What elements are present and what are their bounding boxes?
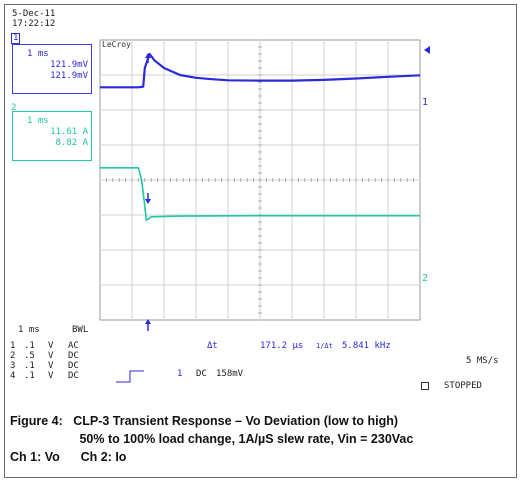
- trace2-label: 2: [422, 273, 428, 284]
- trace-channel2: [100, 167, 420, 222]
- channel2-timebase: 1 ms: [27, 116, 49, 126]
- trigger-channel: 1: [177, 369, 183, 379]
- channel1-readout: 1 ms 121.9mV 121.9mV: [12, 44, 92, 94]
- channel1-marker[interactable]: 1: [11, 33, 21, 44]
- cursor1-icon[interactable]: [145, 53, 151, 63]
- caption-line2: 50% to 100% load change, 1A/µS slew rate…: [10, 432, 414, 446]
- timebase-value: 1 ms: [18, 325, 40, 335]
- acquisition-status: STOPPED: [444, 381, 482, 391]
- trigger-level: 158mV: [216, 369, 244, 379]
- channel-setting-scale: .1: [24, 361, 35, 371]
- channel1-value2: 121.9mV: [50, 71, 88, 81]
- trigger-coupling: DC: [196, 369, 207, 379]
- channel-setting-coupling: AC: [68, 341, 79, 351]
- trigger-level-icon[interactable]: [424, 46, 430, 54]
- trigger-slope-icon: [116, 370, 144, 383]
- bwl-label: BWL: [72, 325, 89, 335]
- channel-setting-unit: V: [48, 351, 54, 361]
- channel2-marker[interactable]: 2: [11, 103, 17, 113]
- channel-setting-scale: .1: [24, 341, 35, 351]
- channel-setting-number: 4: [10, 371, 16, 381]
- channel-setting-number: 2: [10, 351, 16, 361]
- caption-line1: Figure 4: CLP-3 Transient Response – Vo …: [10, 414, 399, 428]
- date-label: 5-Dec-11: [12, 9, 56, 19]
- time-label: 17:22:12: [12, 19, 56, 29]
- channel-setting-number: 1: [10, 341, 16, 351]
- trace-channel1: [100, 52, 421, 89]
- caption-line3: Ch 1: Vo Ch 2: Io: [10, 450, 127, 464]
- channel2-value1: 11.61 A: [50, 127, 88, 137]
- trace1-label: 1: [422, 97, 428, 108]
- inverse-delta-t-value: 5.841 kHz: [342, 341, 391, 351]
- delta-t-value: 171.2 μs: [260, 341, 304, 351]
- stop-icon[interactable]: [421, 382, 429, 390]
- channel-setting-scale: .1: [24, 371, 35, 381]
- graticule: [99, 39, 421, 321]
- inverse-delta-t-label: 1/Δt: [316, 342, 333, 350]
- channel-setting-unit: V: [48, 341, 54, 351]
- figure-caption: Figure 4: CLP-3 Transient Response – Vo …: [10, 412, 413, 466]
- channel2-value2: 8.82 A: [55, 138, 88, 148]
- brand-label: LeCroy: [102, 40, 131, 49]
- channel-setting-scale: .5: [24, 351, 35, 361]
- channel-setting-unit: V: [48, 371, 54, 381]
- channel1-value1: 121.9mV: [50, 60, 88, 70]
- channel1-timebase: 1 ms: [27, 49, 49, 59]
- cursor2-icon[interactable]: [145, 193, 151, 204]
- channel-setting-number: 3: [10, 361, 16, 371]
- channel-setting-coupling: DC: [68, 371, 79, 381]
- channel-setting-coupling: DC: [68, 351, 79, 361]
- traces: [100, 52, 421, 222]
- sample-rate: 5 MS/s: [466, 356, 499, 366]
- scope-frame: [4, 4, 517, 478]
- channel2-readout: 1 ms 11.61 A 8.82 A: [12, 111, 92, 161]
- delta-t-label: Δt: [207, 341, 218, 351]
- trigger-position-icon[interactable]: [145, 319, 151, 331]
- channel-setting-unit: V: [48, 361, 54, 371]
- channel-setting-coupling: DC: [68, 361, 79, 371]
